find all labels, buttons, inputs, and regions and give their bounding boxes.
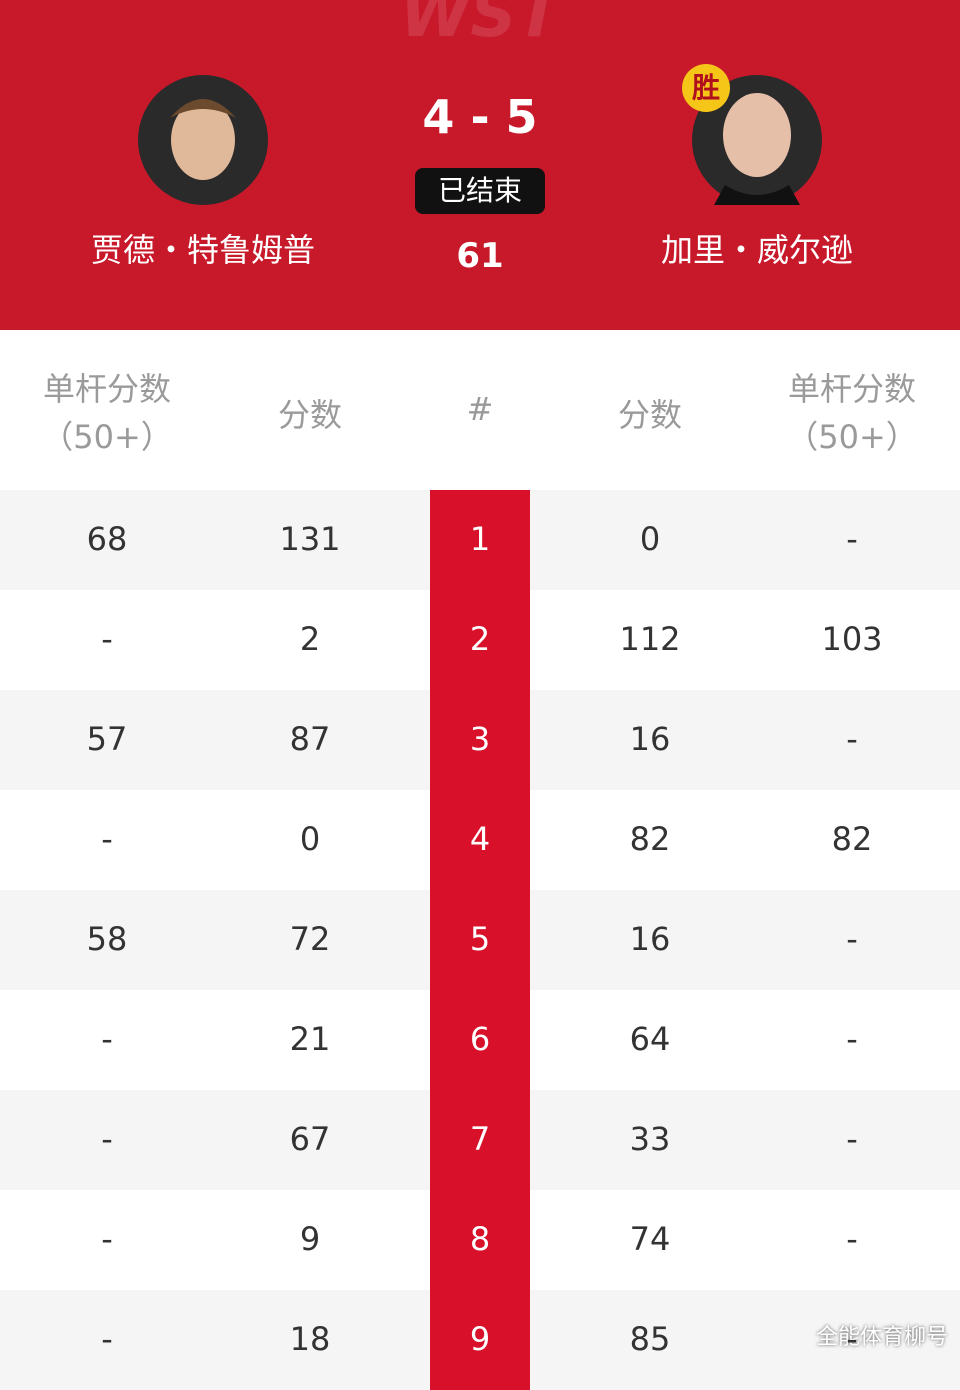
score-cell: - [101,1120,113,1158]
watermark: 全能体育柳号 [815,1325,948,1350]
score-cell: 72 [289,920,331,958]
score-cell: 67 [289,1120,331,1158]
score-cell: 33 [629,1120,671,1158]
frame-number: 3 [469,720,491,758]
frame-number: 6 [469,1020,491,1058]
score-cell: - [846,920,858,958]
score-cell: - [101,820,113,858]
score-cell: 85 [629,1320,671,1358]
score-cell: 64 [629,1020,671,1058]
score-cell: - [846,1020,858,1058]
score-cell: - [101,1220,113,1258]
score-cell: 131 [279,520,341,558]
score-cell: 18 [289,1320,331,1358]
frame-number: 4 [469,820,491,858]
column-header: 分数 [617,396,682,434]
score-cell: - [846,720,858,758]
frame-column [430,490,530,1390]
logo: WST [399,0,561,52]
score-cell: - [101,1020,113,1058]
score-cell: 21 [289,1020,331,1058]
column-header: # [466,390,494,428]
frame-number: 1 [469,520,491,558]
score-cell: 2 [299,620,321,658]
column-header: 单杆分数 [42,370,171,408]
score-cell: 82 [629,820,671,858]
match-header: WST 胜 贾德・特鲁姆普 加里・威尔逊 4 - 5 已结束 61 [0,0,960,330]
score-cell: 112 [619,620,681,658]
score-cell: - [846,1220,858,1258]
score-cell: 16 [629,720,671,758]
frame-table: 单杆分数 （50+） 分数 # 分数 单杆分数 （50+） 68 131 1 0- -2 2 112 103… [0,330,960,1390]
avatars [138,75,822,205]
frame-count: 61 [456,236,504,276]
column-header: 单杆分数 [787,370,916,408]
score-cell: 9 [299,1220,321,1258]
match-status: 已结束 [415,168,545,214]
frame-number: 2 [469,620,491,658]
column-header: 分数 [277,396,342,434]
score-cell: 74 [629,1220,671,1258]
player-name: 加里・威尔逊 [660,231,853,269]
score-cell: - [846,1320,858,1358]
score-cell: - [101,620,113,658]
score-cell: 16 [629,920,671,958]
column-header: （50+） [786,418,918,456]
score-cell: 0 [299,820,321,858]
player-name: 贾德・特鲁姆普 [90,231,315,269]
score-cell: - [846,520,858,558]
score-cell: 68 [86,520,128,558]
score-cell: 58 [86,920,128,958]
column-header: （50+） [41,418,173,456]
frame-number: 5 [469,920,491,958]
match-score: 4 - 5 [422,90,538,144]
score-cell: 57 [86,720,128,758]
frame-number: 7 [469,1120,491,1158]
winner-badge: 胜 [682,64,730,112]
score-cell: 87 [289,720,331,758]
frame-number: 9 [469,1320,491,1358]
score-cell: 82 [831,820,873,858]
score-cell: 103 [821,620,883,658]
score-cell: 0 [639,520,661,558]
frame-number: 8 [469,1220,491,1258]
score-cell: - [846,1120,858,1158]
score-cell: - [101,1320,113,1358]
